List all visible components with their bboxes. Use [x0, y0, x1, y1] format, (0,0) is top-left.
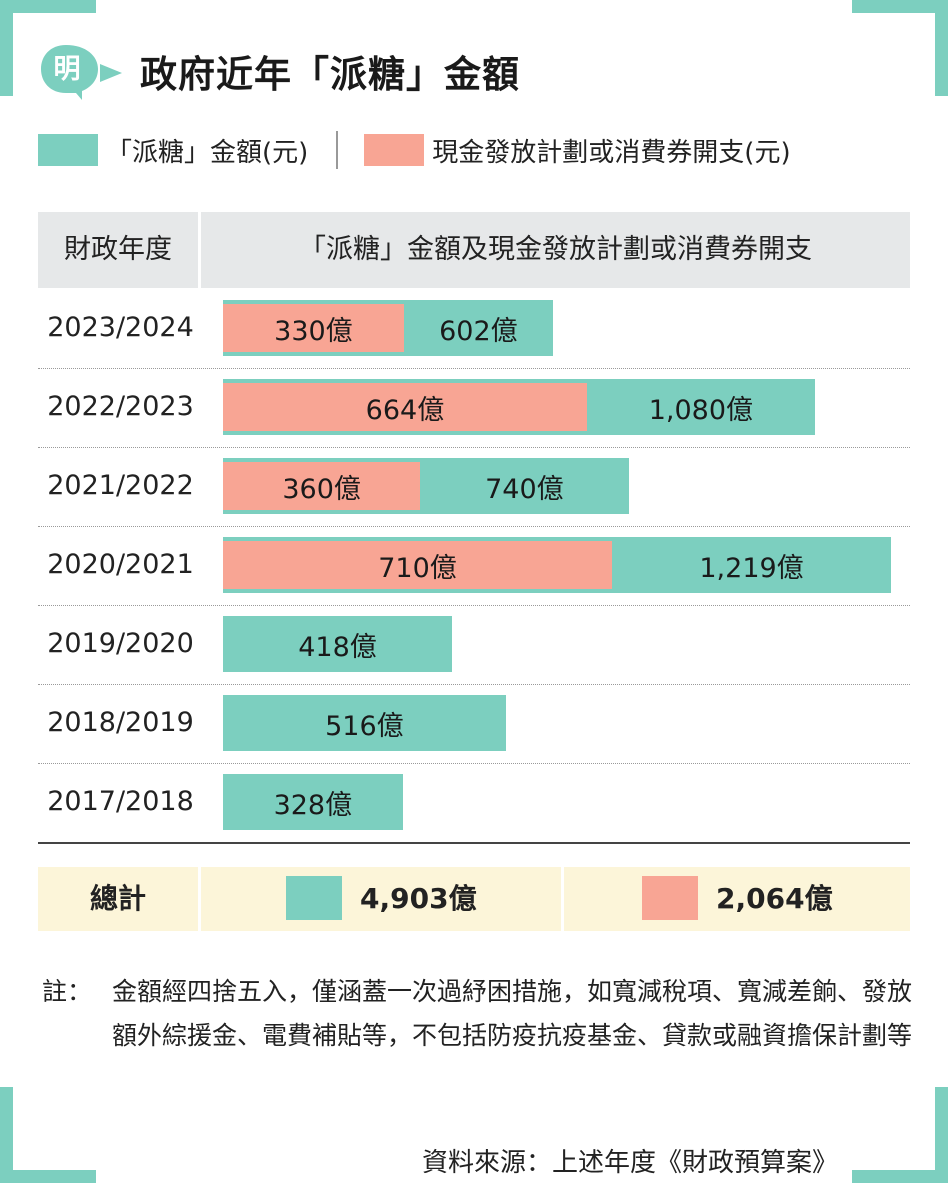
totals-value-cash: 2,064億 — [716, 882, 833, 915]
row-separator — [38, 447, 910, 448]
source-credit: 資料來源：上述年度《財政預算案》 — [421, 1148, 838, 1178]
frame-bottom-right-v — [935, 1087, 948, 1183]
ming-pao-logo: 明 — [41, 45, 98, 100]
frame-bottom-left-h — [0, 1170, 96, 1183]
year-label: 2022/2023 — [47, 391, 194, 422]
frame-bottom-left-v — [0, 1087, 13, 1183]
legend-swatch-cash — [364, 134, 425, 166]
legend-label-cash: 現金發放計劃或消費券開支(元) — [432, 137, 791, 168]
row-separator — [38, 763, 910, 764]
bar-cash: 360億 — [223, 462, 421, 510]
frame-bottom-right-h — [852, 1170, 948, 1183]
bar-total-label: 1,219億 — [699, 552, 804, 584]
year-label: 2021/2022 — [47, 470, 194, 501]
bar-total-label: 418億 — [298, 631, 377, 663]
year-label: 2023/2024 — [47, 312, 194, 343]
row-separator — [38, 526, 910, 527]
bar-total-label: 1,080億 — [648, 394, 753, 426]
logo-accent — [100, 64, 122, 82]
year-label: 2018/2019 — [47, 707, 194, 738]
bar-cash-label: 710億 — [378, 552, 457, 584]
chart-title: 政府近年「派糖」金額 — [140, 53, 520, 96]
logo-glyph: 明 — [54, 54, 81, 85]
frame-top-right-v — [935, 0, 948, 96]
year-label: 2019/2020 — [47, 628, 194, 659]
bar-cash-label: 664億 — [365, 394, 445, 426]
bar-cash: 330億 — [223, 304, 404, 352]
table-bottom-rule — [38, 842, 910, 844]
frame-top-left-h — [0, 0, 96, 13]
bar-total-label: 516億 — [325, 710, 404, 742]
frame-top-left-v — [0, 0, 13, 96]
header-year: 財政年度 — [64, 234, 172, 265]
bar-cash-label: 360億 — [282, 473, 361, 505]
totals-divider-1 — [198, 867, 201, 931]
legend: 「派糖」金額(元) 現金發放計劃或消費券開支(元) — [38, 130, 791, 170]
bar-total-label: 602億 — [439, 315, 518, 347]
frame-top-right-h — [852, 0, 948, 13]
bar-total-label: 740億 — [485, 473, 564, 505]
year-label: 2020/2021 — [47, 549, 194, 580]
bar-total: 328億 — [223, 774, 403, 830]
legend-swatch-total — [38, 134, 98, 166]
totals-divider-2 — [561, 867, 564, 931]
legend-separator — [336, 131, 339, 169]
bar-total-label: 328億 — [273, 789, 353, 821]
totals-swatch-total — [286, 876, 342, 920]
totals-value-total: 4,903億 — [360, 882, 477, 915]
footnote-label: 註： — [42, 977, 93, 1006]
row-separator — [38, 684, 910, 685]
bar-total: 418億 — [223, 616, 453, 672]
table-header: 財政年度 「派糖」金額及現金發放計劃或消費券開支 — [38, 212, 910, 288]
row-separator — [38, 605, 910, 606]
year-label: 2017/2018 — [47, 786, 194, 817]
bar-total: 516億 — [223, 695, 506, 751]
totals-row: 總計 4,903億 2,064億 — [38, 867, 910, 931]
bar-cash: 664億 — [223, 383, 587, 431]
totals-label: 總計 — [89, 882, 146, 915]
bar-cash-label: 330億 — [274, 315, 353, 347]
bar-cash: 710億 — [223, 541, 613, 589]
legend-label-total: 「派糖」金額(元) — [106, 137, 309, 168]
row-separator — [38, 368, 910, 369]
header-divider — [198, 212, 201, 288]
footnote-text: 金額經四捨五入，僅涵蓋一次過紓困措施，如寬減稅項、寬減差餉、發放額外綜援金、電費… — [112, 977, 913, 1050]
totals-swatch-cash — [642, 876, 698, 920]
header-bars: 「派糖」金額及現金發放計劃或消費券開支 — [299, 234, 812, 265]
